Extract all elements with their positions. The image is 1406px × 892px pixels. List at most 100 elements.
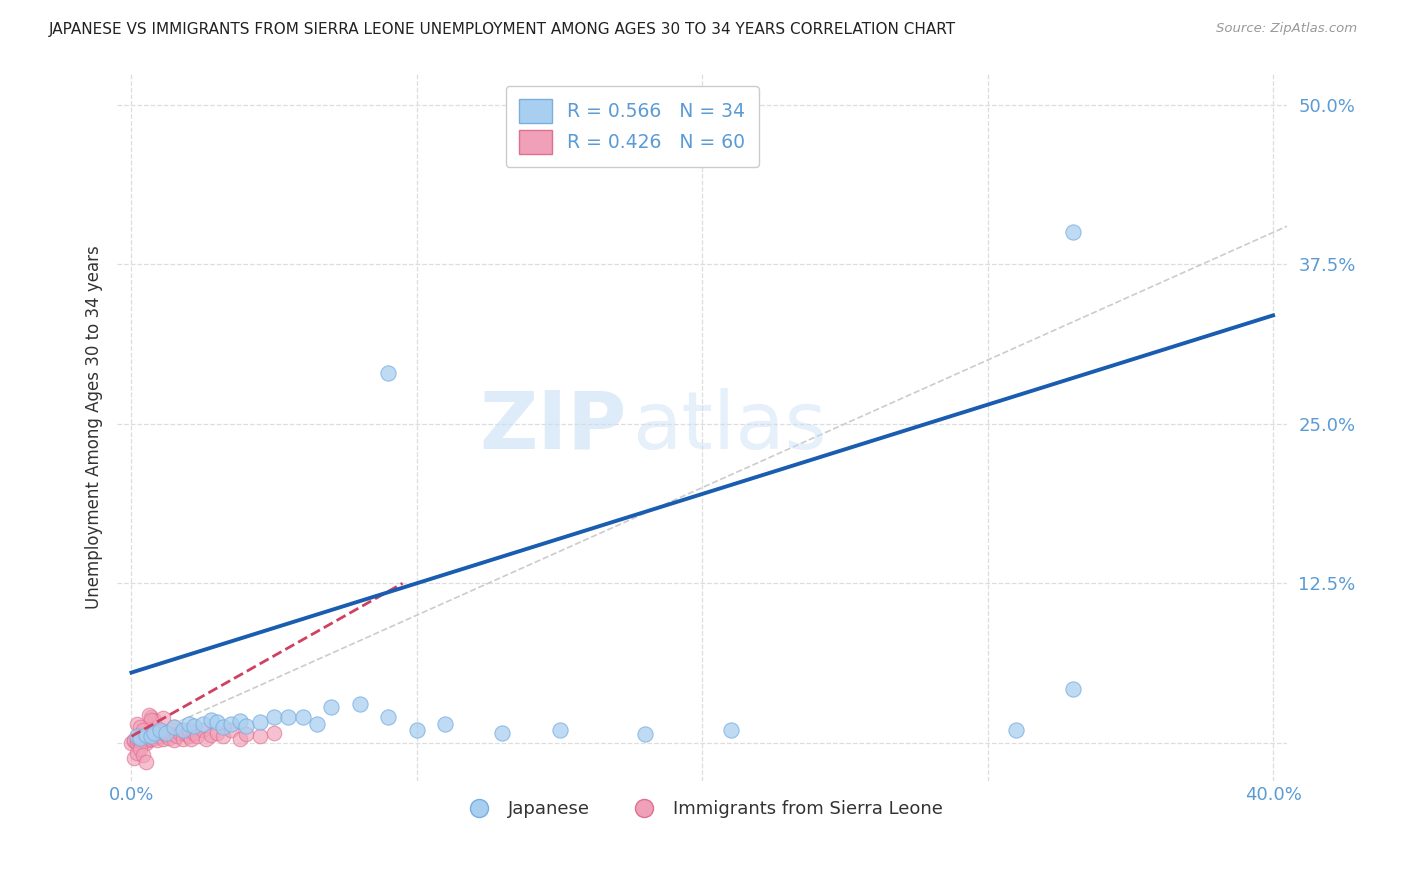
Point (146, 733, 169, 747)
Point (127, 716, 149, 731)
Point (1062, 682, 1084, 697)
Point (1062, 226, 1084, 240)
Point (141, 728, 163, 742)
Point (141, 710, 163, 724)
Point (149, 729, 172, 743)
Point (129, 734, 152, 748)
Point (146, 725, 169, 739)
Point (132, 733, 155, 747)
Point (152, 711, 174, 725)
Text: atlas: atlas (633, 388, 827, 466)
Point (200, 728, 222, 742)
Point (132, 748, 155, 763)
Point (152, 731, 174, 746)
Point (169, 725, 191, 739)
Point (138, 729, 160, 743)
Point (141, 713, 163, 727)
Point (177, 716, 200, 731)
Point (174, 727, 197, 741)
Point (129, 731, 152, 745)
Point (235, 727, 257, 741)
Point (129, 742, 152, 756)
Point (149, 723, 172, 737)
Point (166, 729, 188, 743)
Point (163, 720, 186, 734)
Point (291, 710, 314, 724)
Point (377, 366, 399, 380)
Point (377, 710, 399, 724)
Text: Source: ZipAtlas.com: Source: ZipAtlas.com (1216, 22, 1357, 36)
Point (124, 734, 146, 748)
Point (186, 729, 208, 743)
Point (135, 728, 157, 742)
Point (138, 707, 160, 722)
Point (135, 731, 157, 746)
Point (720, 723, 742, 737)
Point (135, 728, 157, 742)
Point (229, 714, 252, 728)
Point (277, 710, 299, 724)
Point (491, 725, 513, 739)
Point (172, 723, 194, 737)
Point (124, 751, 146, 765)
Point (149, 723, 172, 737)
Point (180, 731, 202, 746)
Point (200, 713, 222, 727)
Point (135, 755, 157, 769)
Point (183, 719, 205, 733)
Point (143, 731, 166, 745)
Point (305, 716, 328, 731)
Point (183, 725, 205, 739)
Point (221, 723, 243, 737)
Point (221, 716, 243, 731)
Point (205, 725, 228, 739)
Point (191, 716, 214, 731)
Point (163, 733, 186, 747)
Point (263, 725, 285, 739)
Point (157, 731, 180, 745)
Text: JAPANESE VS IMMIGRANTS FROM SIERRA LEONE UNEMPLOYMENT AMONG AGES 30 TO 34 YEARS : JAPANESE VS IMMIGRANTS FROM SIERRA LEONE… (49, 22, 956, 37)
Point (321, 700, 343, 714)
Point (177, 729, 200, 743)
Y-axis label: Unemployment Among Ages 30 to 34 years: Unemployment Among Ages 30 to 34 years (86, 245, 103, 609)
Point (249, 715, 271, 730)
Point (163, 720, 186, 734)
Point (211, 720, 233, 734)
Text: ZIP: ZIP (479, 388, 626, 466)
Legend: Japanese, Immigrants from Sierra Leone: Japanese, Immigrants from Sierra Leone (454, 793, 950, 825)
Point (135, 736, 157, 750)
Point (141, 729, 163, 743)
Point (205, 715, 228, 730)
Point (1005, 723, 1028, 737)
Point (249, 729, 271, 743)
Point (143, 725, 166, 739)
Point (548, 723, 571, 737)
Point (229, 731, 252, 746)
Point (263, 710, 285, 724)
Point (235, 719, 257, 733)
Point (634, 727, 657, 741)
Point (132, 729, 155, 743)
Point (124, 733, 146, 747)
Point (132, 723, 155, 737)
Point (349, 698, 371, 712)
Point (127, 729, 149, 743)
Point (191, 723, 214, 737)
Point (120, 736, 142, 750)
Point (141, 731, 163, 746)
Point (129, 720, 152, 734)
Point (177, 723, 200, 737)
Point (143, 713, 166, 727)
Point (160, 727, 183, 741)
Point (172, 731, 194, 746)
Point (405, 723, 427, 737)
Point (155, 725, 177, 739)
Point (127, 746, 149, 760)
Point (155, 728, 177, 742)
Point (127, 736, 149, 750)
Point (127, 731, 149, 746)
Point (434, 716, 457, 731)
Point (138, 733, 160, 747)
Point (138, 725, 160, 739)
Point (194, 731, 217, 746)
